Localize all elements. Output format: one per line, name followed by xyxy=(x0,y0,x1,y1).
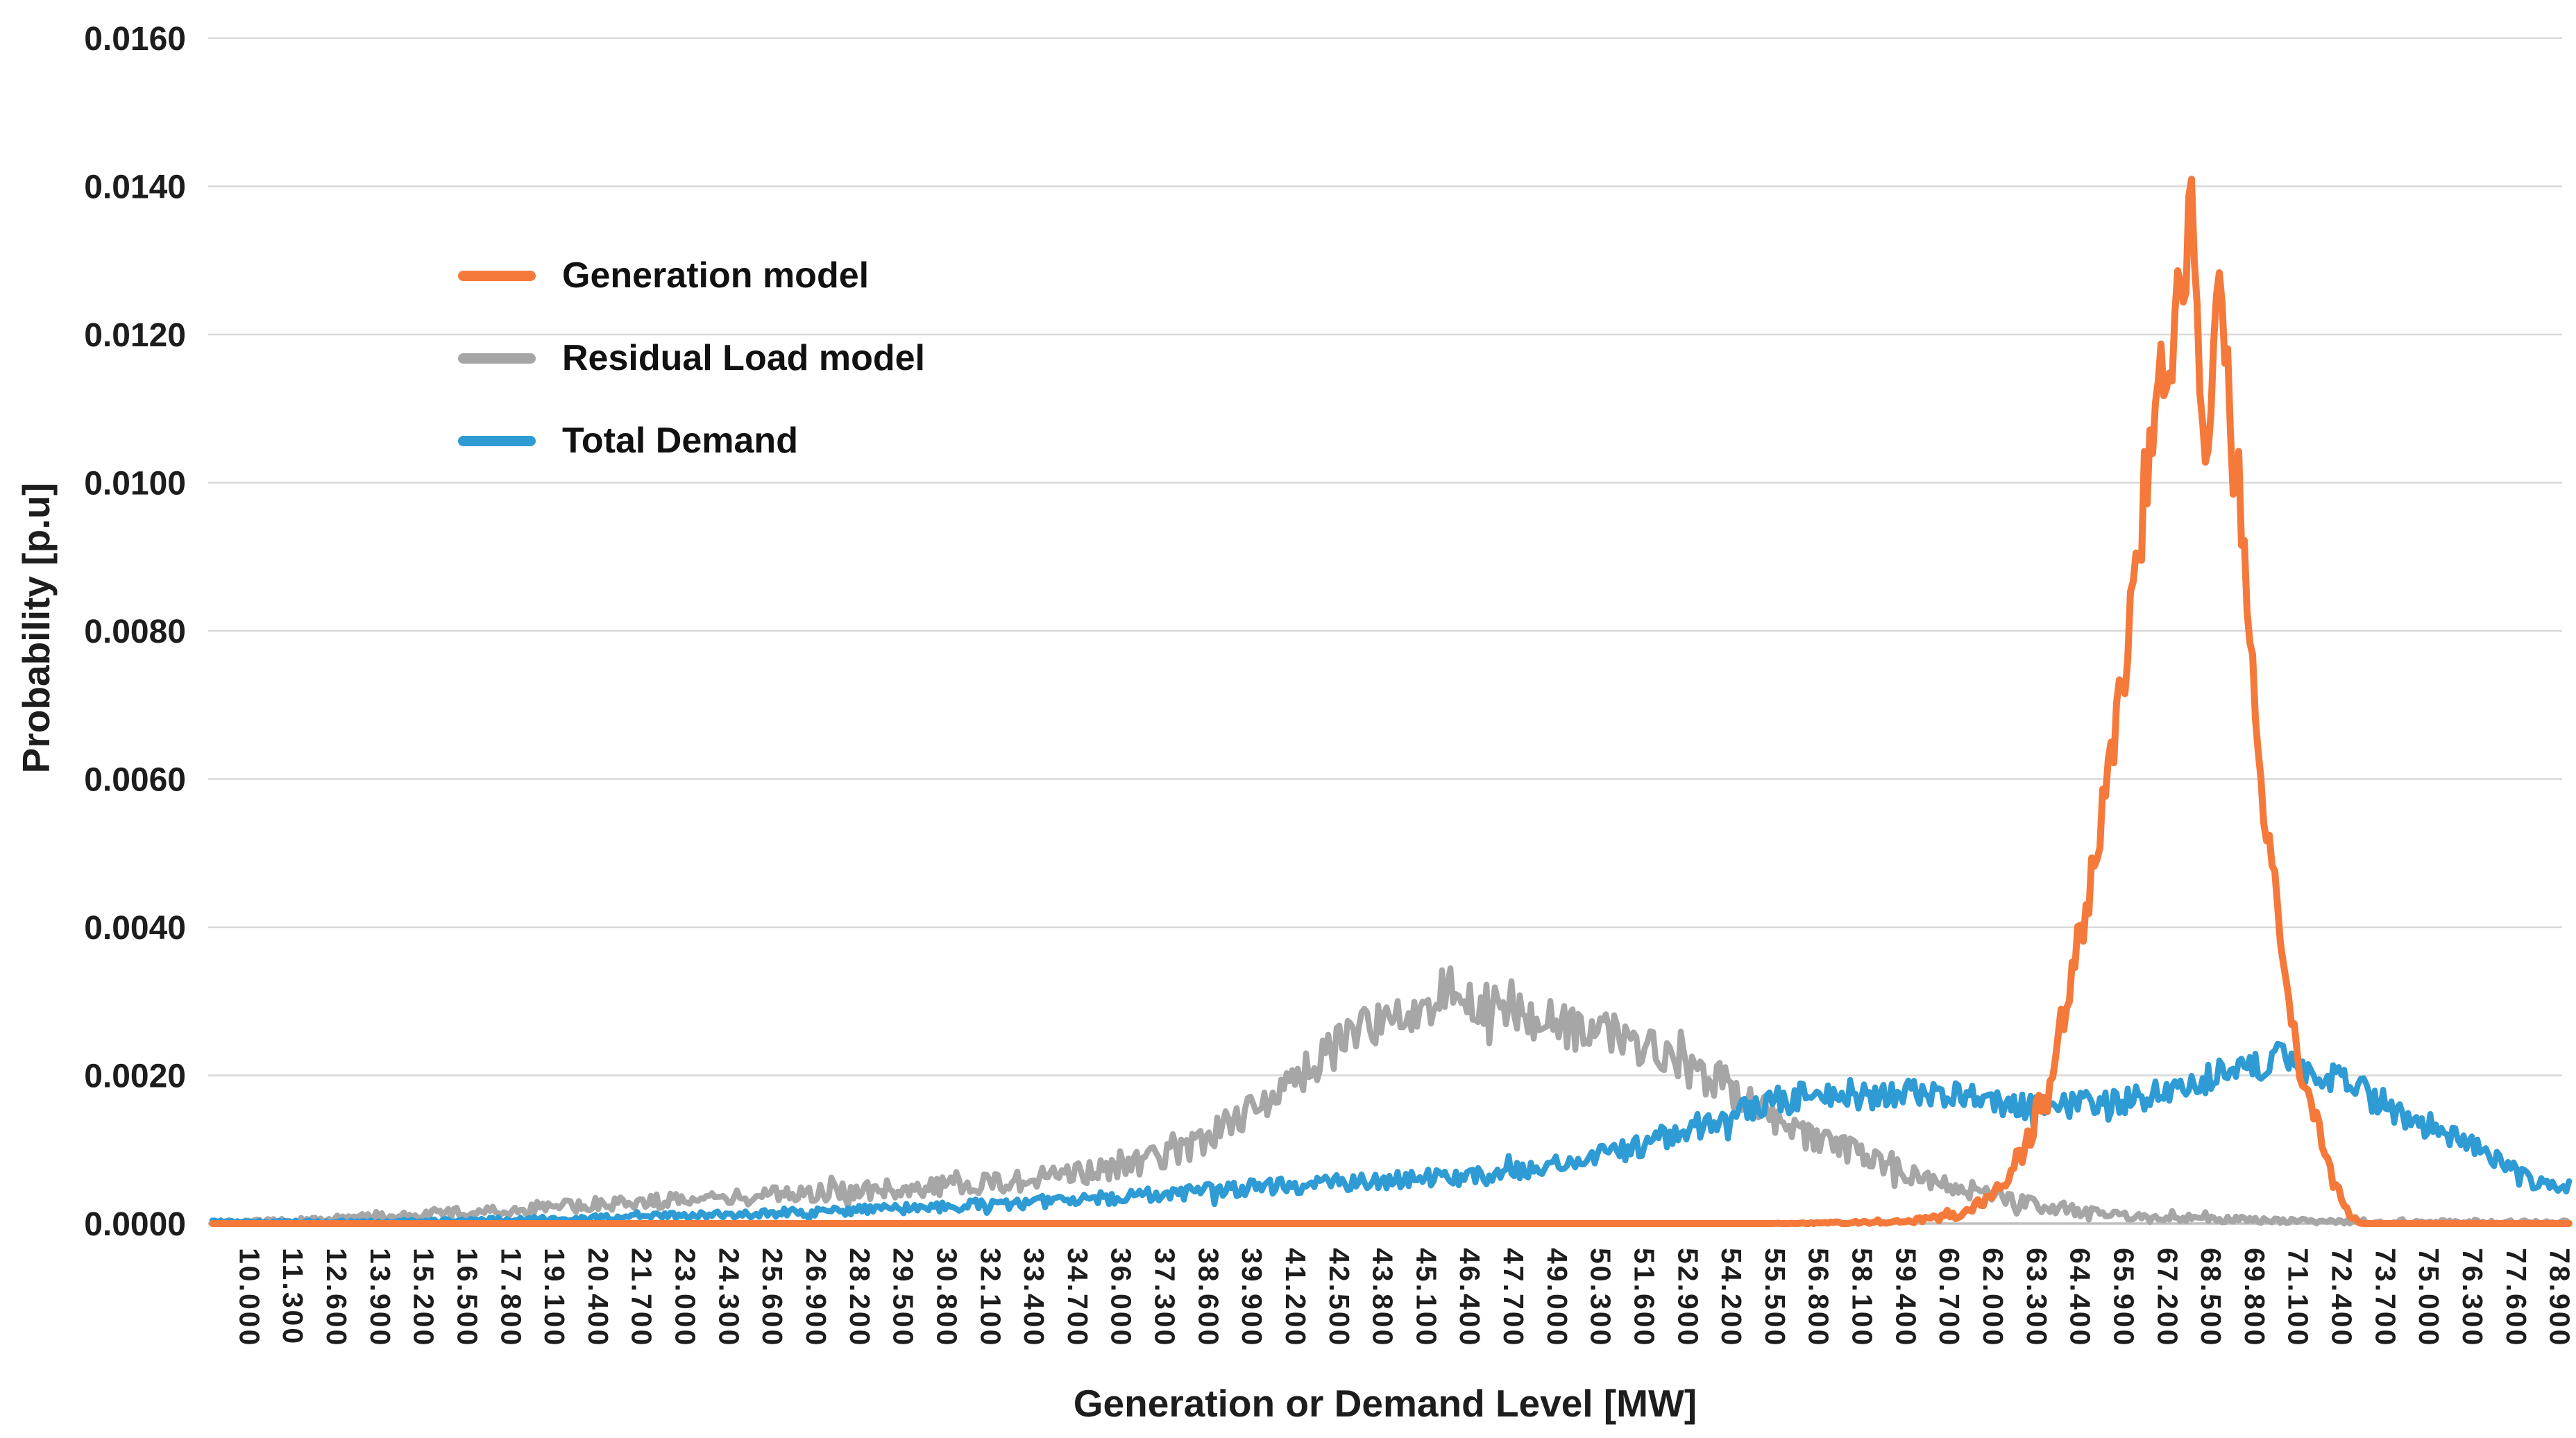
x-tick-label: 54.200 xyxy=(1715,1248,1747,1347)
x-tick-label: 68.500 xyxy=(2195,1248,2227,1347)
series-line-residual-load-model xyxy=(209,965,2573,1227)
x-tick-label: 49.000 xyxy=(1541,1248,1573,1347)
x-tick-label: 38.600 xyxy=(1192,1248,1224,1347)
x-tick-label: 73.700 xyxy=(2369,1248,2401,1347)
x-tick-label: 26.900 xyxy=(800,1248,832,1347)
x-tick-label: 62.000 xyxy=(1977,1248,2009,1347)
x-tick-label: 15.200 xyxy=(408,1248,440,1347)
x-tick-label: 28.200 xyxy=(844,1248,876,1347)
x-tick-label: 50.300 xyxy=(1585,1248,1617,1347)
x-tick-label: 42.500 xyxy=(1323,1248,1355,1347)
series-line-total-demand xyxy=(209,1040,2573,1227)
x-tick-label: 21.700 xyxy=(626,1248,658,1347)
y-tick-label: 0.0040 xyxy=(84,910,186,947)
y-tick-label: 0.0060 xyxy=(84,762,186,799)
x-tick-label: 71.100 xyxy=(2282,1248,2314,1347)
y-tick-label: 0.0120 xyxy=(84,317,186,354)
x-tick-label: 23.000 xyxy=(670,1248,702,1347)
x-tick-label: 33.400 xyxy=(1018,1248,1050,1347)
x-tick-label: 34.700 xyxy=(1062,1248,1094,1347)
y-tick-label: 0.0100 xyxy=(84,466,186,502)
x-tick-label: 20.400 xyxy=(582,1248,614,1347)
x-tick-label: 36.000 xyxy=(1105,1248,1137,1347)
x-tick-label: 32.100 xyxy=(974,1248,1006,1347)
x-tick-label: 17.800 xyxy=(495,1248,527,1347)
legend-label: Total Demand xyxy=(562,421,798,461)
y-tick-label: 0.0140 xyxy=(84,169,186,206)
x-tick-label: 13.900 xyxy=(364,1248,396,1347)
x-tick-label: 76.300 xyxy=(2457,1248,2489,1347)
legend-item-generation-model: Generation model xyxy=(458,254,925,297)
legend-label: Residual Load model xyxy=(562,338,925,378)
x-axis-tick-labels: 10.000 11.300 12.600 13.900 15.200 16.500 17.8… xyxy=(233,1248,2575,1347)
y-tick-label: 0.0020 xyxy=(84,1058,186,1095)
gridlines xyxy=(208,37,2562,1225)
legend-swatch-orange-line-icon xyxy=(458,270,536,281)
x-tick-label: 46.400 xyxy=(1454,1248,1486,1347)
y-tick-label: 0.0000 xyxy=(84,1206,186,1243)
x-tick-label: 43.800 xyxy=(1367,1248,1399,1347)
legend-item-total-demand: Total Demand xyxy=(458,419,925,462)
x-tick-label: 64.400 xyxy=(2065,1248,2096,1347)
x-tick-label: 19.100 xyxy=(539,1248,570,1347)
legend-item-residual-load-model: Residual Load model xyxy=(458,337,925,380)
x-tick-label: 59.400 xyxy=(1890,1248,1922,1347)
x-tick-label: 69.800 xyxy=(2239,1248,2271,1347)
x-tick-label: 78.900 xyxy=(2544,1248,2576,1347)
y-tick-label: 0.0160 xyxy=(84,21,186,58)
x-tick-label: 63.300 xyxy=(2021,1248,2053,1347)
x-tick-label: 24.300 xyxy=(713,1248,745,1347)
x-tick-label: 52.900 xyxy=(1672,1248,1704,1347)
x-tick-label: 72.400 xyxy=(2326,1248,2358,1347)
x-tick-label: 56.800 xyxy=(1803,1248,1835,1347)
x-tick-label: 29.500 xyxy=(888,1248,920,1347)
x-tick-label: 77.600 xyxy=(2500,1248,2532,1347)
legend: Generation model Residual Load model Tot… xyxy=(458,254,925,462)
x-tick-label: 58.100 xyxy=(1847,1248,1879,1347)
legend-label: Generation model xyxy=(562,255,870,296)
x-tick-label: 41.200 xyxy=(1280,1248,1312,1347)
x-tick-label: 60.700 xyxy=(1933,1248,1965,1347)
x-tick-label: 16.500 xyxy=(451,1248,483,1347)
legend-swatch-gray-line-icon xyxy=(458,353,536,364)
y-axis-title: Probability [p.u] xyxy=(15,482,58,774)
x-tick-label: 37.300 xyxy=(1149,1248,1181,1347)
x-tick-label: 11.300 xyxy=(277,1248,309,1346)
x-tick-label: 30.800 xyxy=(931,1248,963,1347)
legend-swatch-blue-line-icon xyxy=(458,435,536,446)
x-tick-label: 10.000 xyxy=(233,1248,265,1347)
x-tick-label: 55.500 xyxy=(1759,1248,1791,1347)
x-tick-label: 67.200 xyxy=(2151,1248,2183,1347)
x-tick-label: 75.000 xyxy=(2413,1248,2445,1347)
y-axis-tick-labels: 0.0000 0.0020 0.0040 0.0060 0.0080 0.0100 0.01… xyxy=(84,21,186,1243)
x-tick-label: 39.900 xyxy=(1236,1248,1268,1347)
x-tick-label: 51.600 xyxy=(1628,1248,1660,1347)
y-tick-label: 0.0080 xyxy=(84,614,186,650)
series-line-generation-model xyxy=(209,176,2573,1227)
x-tick-label: 25.600 xyxy=(756,1248,788,1347)
x-tick-label: 47.700 xyxy=(1498,1248,1530,1347)
x-tick-label: 45.100 xyxy=(1410,1248,1442,1347)
x-tick-label: 12.600 xyxy=(321,1248,353,1347)
x-tick-label: 65.900 xyxy=(2108,1248,2139,1347)
x-axis-title: Generation or Demand Level [MW] xyxy=(1073,1382,1697,1425)
series-lines xyxy=(209,176,2573,1227)
